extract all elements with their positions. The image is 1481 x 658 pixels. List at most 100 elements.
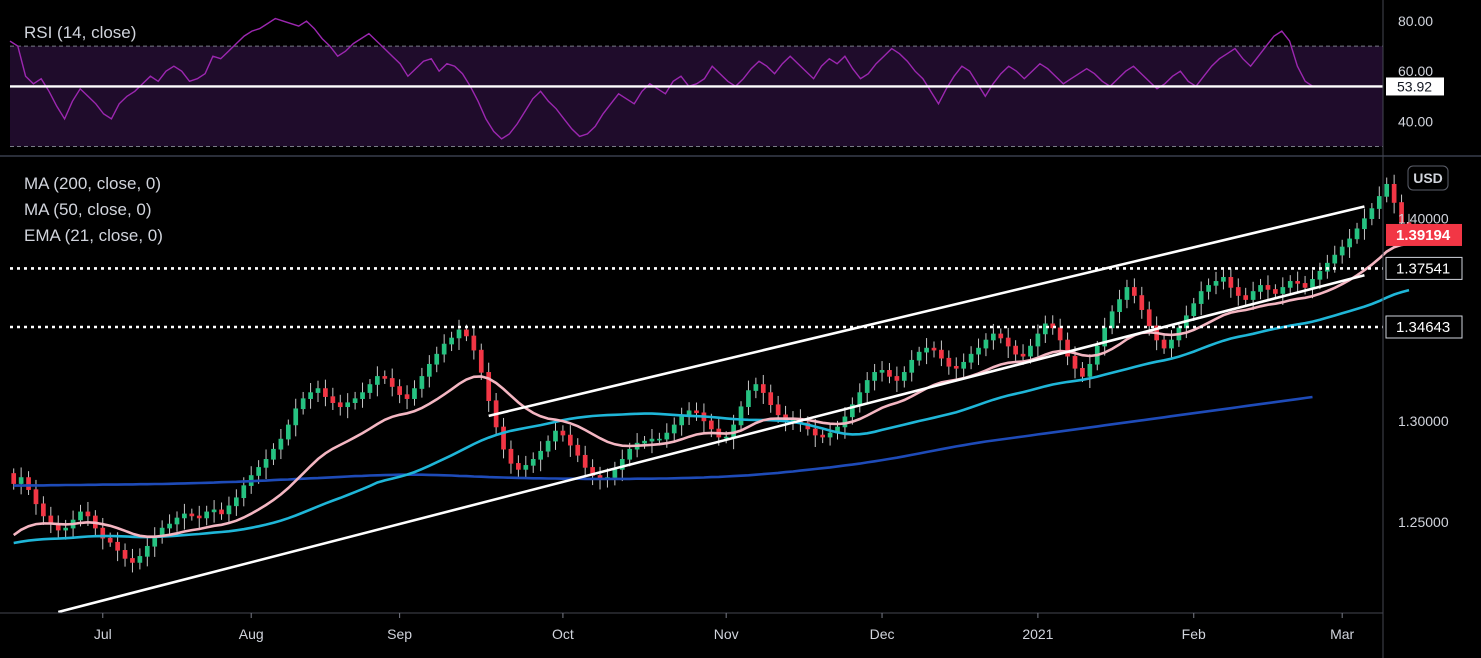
- candle-body: [137, 556, 143, 563]
- rsi-label: RSI (14, close): [24, 23, 136, 42]
- candle-body: [18, 477, 24, 484]
- rsi-band-fill: [10, 46, 1383, 147]
- candle-body: [649, 438, 655, 442]
- candle-body: [1228, 277, 1234, 288]
- candle-body: [775, 404, 781, 416]
- candle-body: [241, 485, 247, 499]
- candle-body: [419, 376, 425, 389]
- candle-body: [204, 511, 210, 519]
- candle-body: [582, 454, 588, 468]
- candle-body: [300, 398, 306, 410]
- candle-body: [723, 436, 729, 439]
- candle-body: [738, 406, 744, 426]
- candle-body: [1087, 363, 1093, 377]
- candle-body: [1265, 285, 1271, 290]
- ma50-line: [13, 288, 1410, 545]
- candle-body: [627, 448, 633, 460]
- candle-body: [1250, 291, 1256, 300]
- candle-body: [278, 438, 284, 450]
- candle-body: [330, 396, 336, 403]
- candle-body: [404, 394, 410, 399]
- candle-body: [234, 497, 239, 507]
- candle-body: [961, 361, 967, 369]
- candle-body: [1354, 228, 1360, 240]
- candle-body: [812, 428, 818, 436]
- candle-body: [1384, 183, 1390, 197]
- candle-body: [1399, 202, 1404, 224]
- candle-body: [746, 390, 751, 408]
- candle-body: [976, 347, 981, 355]
- support-level-label: 1.34643: [1396, 319, 1450, 336]
- current-price-badge: [1386, 223, 1462, 246]
- candle-body: [1310, 279, 1315, 288]
- candle-body: [441, 343, 447, 355]
- candle-body: [916, 351, 922, 361]
- candle-body: [196, 515, 202, 519]
- candle-body: [694, 410, 699, 414]
- candle-body: [1287, 281, 1293, 288]
- candle-body: [1028, 345, 1033, 357]
- candle-body: [939, 349, 944, 359]
- candle-body: [671, 424, 677, 434]
- price-axis[interactable]: 80.00 60.00 40.00 53.92 1.40000 1.30000 1.2500…: [1382, 0, 1463, 658]
- candle-body: [1065, 339, 1070, 357]
- candle-body: [946, 357, 952, 367]
- candle-body: [219, 509, 224, 515]
- candle-body: [894, 376, 900, 381]
- candle-body: [1146, 309, 1152, 327]
- rsi-current-label: 53.92: [1397, 78, 1432, 94]
- candle-body: [360, 392, 365, 399]
- candle-body: [642, 440, 647, 444]
- candle-body: [1057, 327, 1063, 341]
- currency-button[interactable]: USD: [1407, 165, 1449, 191]
- price-tick-label: 1.40000: [1398, 211, 1449, 227]
- candle-body: [1080, 368, 1085, 377]
- candle-body: [122, 550, 128, 559]
- candle-body: [1035, 333, 1041, 347]
- rsi-current-badge: [1386, 77, 1444, 96]
- candle-body: [1191, 303, 1197, 317]
- candle-body: [471, 335, 477, 351]
- candle-body: [1243, 295, 1249, 300]
- candle-body: [1391, 183, 1397, 203]
- candle-body: [760, 384, 766, 393]
- time-axis[interactable]: Jul Aug Sep Oct Nov Dec 2021 Feb Mar: [0, 612, 1383, 642]
- price-pane: [10, 174, 1412, 614]
- candle-body: [375, 376, 380, 385]
- candle-body: [1139, 295, 1145, 310]
- candle-body: [78, 511, 83, 521]
- candle-body: [41, 503, 46, 517]
- candle-body: [1258, 285, 1263, 292]
- rsi-tick-label: 40.00: [1398, 113, 1433, 129]
- candle-body: [1332, 254, 1338, 264]
- candle-body: [1124, 287, 1130, 300]
- candle-body: [11, 473, 17, 484]
- ema21-line: [12, 242, 1410, 538]
- candle-body: [1013, 345, 1018, 355]
- candle-body: [33, 489, 39, 505]
- rsi-tick-label: 80.00: [1398, 13, 1433, 29]
- time-tick-label: Feb: [1182, 626, 1206, 642]
- candle-body: [619, 459, 625, 470]
- candle-body: [567, 434, 573, 446]
- candle-body: [1339, 246, 1345, 256]
- candle-body: [1072, 355, 1078, 369]
- candle-body: [1206, 285, 1211, 292]
- candle-body: [345, 402, 351, 408]
- candle-body: [1235, 287, 1241, 296]
- candle-body: [857, 392, 863, 406]
- support-level-label: 1.37541: [1396, 260, 1450, 277]
- rsi-pane: [0, 17, 1481, 157]
- candle-body: [1376, 196, 1382, 209]
- time-tick-label: Aug: [239, 626, 264, 642]
- time-tick-label: Oct: [552, 626, 574, 642]
- rsi-tick-label: 60.00: [1398, 63, 1433, 79]
- candle-body: [1169, 339, 1174, 349]
- candle-body: [1005, 337, 1011, 347]
- candle-body: [456, 329, 462, 339]
- candle-body: [189, 513, 195, 517]
- candle-body: [1295, 281, 1300, 284]
- candle-body: [827, 432, 833, 438]
- candle-body: [115, 541, 120, 551]
- candle-body: [397, 386, 402, 395]
